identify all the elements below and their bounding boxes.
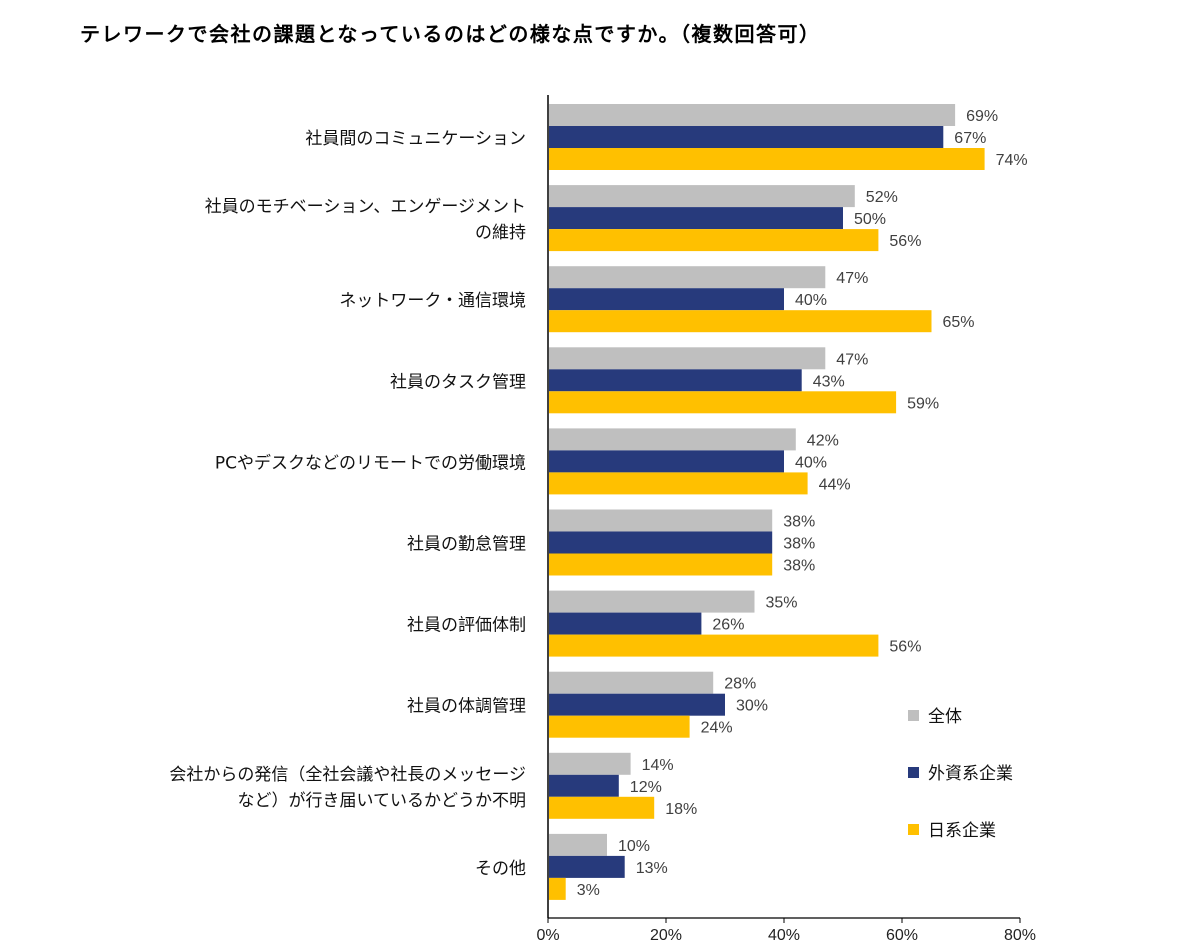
data-label: 30% (736, 698, 768, 715)
bar (549, 369, 802, 392)
data-label: 14% (642, 757, 674, 774)
legend-swatch (908, 710, 919, 721)
x-tick-label: 20% (650, 927, 682, 944)
bar (549, 796, 655, 819)
bar (549, 185, 855, 208)
category-label: 社員の評価体制 (407, 616, 526, 636)
data-label: 38% (783, 558, 815, 575)
category-label: 会社からの発信（全社会議や社長のメッセージ (169, 765, 526, 785)
x-tick-label: 40% (768, 927, 800, 944)
bar (549, 288, 784, 311)
x-tick-label: 80% (1004, 927, 1036, 944)
bar (549, 531, 773, 554)
category-label: 社員の勤怠管理 (407, 535, 526, 555)
bar (549, 126, 944, 148)
data-label: 69% (966, 108, 998, 125)
data-label: 67% (954, 130, 986, 147)
bar (549, 590, 755, 613)
bar (549, 472, 808, 495)
data-label: 10% (618, 838, 650, 855)
legend-label: 全体 (928, 707, 962, 727)
data-label: 3% (577, 882, 600, 899)
data-label: 18% (665, 801, 697, 818)
data-label: 40% (795, 454, 827, 471)
bar (549, 266, 826, 289)
bar (549, 509, 773, 532)
bar (549, 553, 773, 576)
bar (549, 877, 566, 900)
category-label: ネットワーク・通信環境 (339, 291, 526, 311)
data-label: 44% (819, 476, 851, 493)
data-label: 52% (866, 189, 898, 206)
x-tick-label: 60% (886, 927, 918, 944)
category-label: など）が行き届いているかどうか不明 (238, 791, 527, 811)
category-label: PCやデスクなどのリモートでの労働環境 (215, 452, 526, 473)
bar (549, 612, 702, 635)
data-label: 65% (943, 314, 975, 331)
legend-swatch (908, 824, 919, 835)
bar (549, 634, 879, 657)
bar (549, 104, 956, 126)
bar (549, 671, 714, 694)
bar (549, 229, 879, 252)
bar (549, 855, 625, 878)
bar (549, 310, 932, 333)
chart-title: テレワークで会社の課題となっているのはどの様な点ですか。（複数回答可） (80, 22, 821, 46)
data-label: 74% (996, 152, 1028, 169)
legend-label: 外資系企業 (928, 764, 1013, 784)
data-label: 50% (854, 211, 886, 228)
bar (549, 833, 607, 856)
data-label: 47% (836, 270, 868, 287)
legend-swatch (908, 767, 919, 778)
bar (549, 391, 897, 414)
data-label: 24% (701, 720, 733, 737)
category-label: 社員のモチベーション、エンゲージメント (205, 197, 526, 217)
data-label: 47% (836, 351, 868, 368)
data-label: 59% (907, 395, 939, 412)
bar (549, 693, 725, 716)
bar (549, 148, 985, 170)
category-label: の維持 (475, 223, 526, 243)
data-label: 28% (724, 676, 756, 693)
bar (549, 450, 784, 473)
data-label: 26% (712, 617, 744, 634)
bar (549, 715, 690, 738)
data-label: 43% (813, 373, 845, 390)
data-label: 13% (636, 860, 668, 877)
data-label: 35% (766, 595, 798, 612)
data-label: 42% (807, 432, 839, 449)
data-label: 40% (795, 292, 827, 309)
category-label: 社員の体調管理 (407, 697, 526, 717)
category-label: その他 (475, 859, 526, 879)
data-label: 38% (783, 514, 815, 531)
data-label: 56% (889, 639, 921, 656)
x-tick-label: 0% (536, 927, 559, 944)
data-label: 38% (783, 536, 815, 553)
legend-label: 日系企業 (928, 821, 996, 841)
bar (549, 207, 843, 230)
data-label: 56% (889, 233, 921, 250)
category-label: 社員間のコミュニケーション (305, 129, 526, 149)
bar (549, 752, 631, 775)
category-label: 社員のタスク管理 (390, 372, 526, 392)
bar (549, 347, 826, 370)
bar (549, 774, 619, 797)
bar (549, 428, 796, 451)
data-label: 12% (630, 779, 662, 796)
